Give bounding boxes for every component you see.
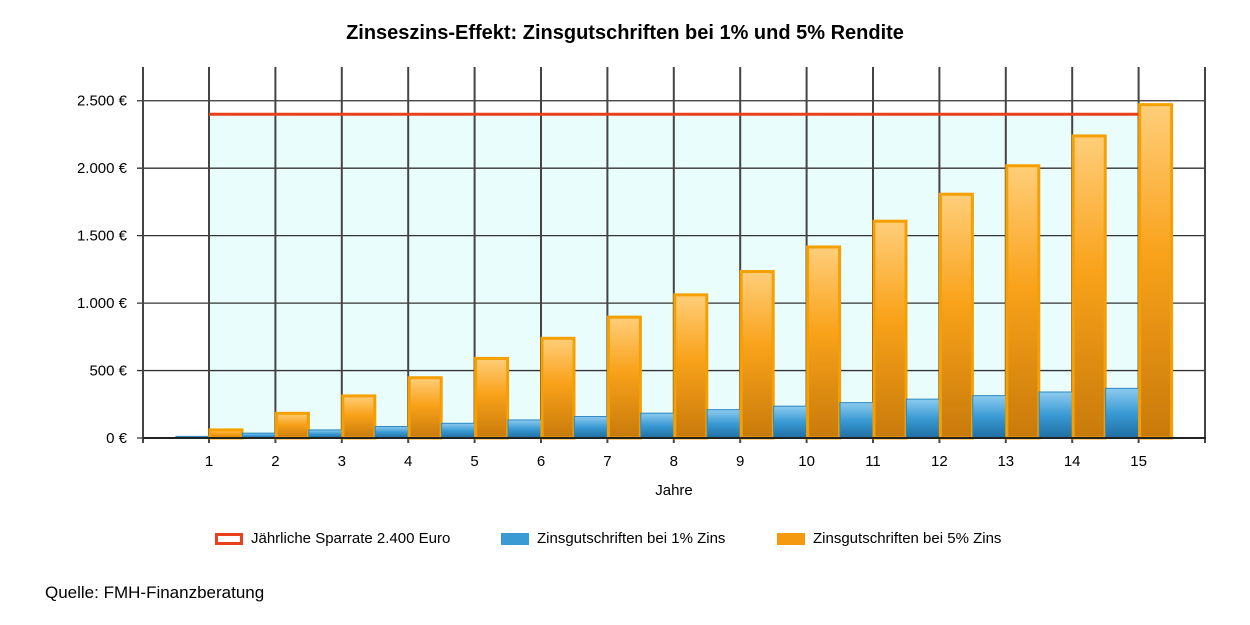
bar-1pct — [905, 398, 940, 439]
bar-1pct — [441, 422, 476, 439]
bar-5pct — [739, 270, 775, 440]
bar-5pct — [274, 411, 310, 440]
x-tick-label: 4 — [404, 453, 412, 470]
legend-swatch-line — [215, 532, 243, 545]
legend-swatch-orange — [777, 532, 805, 545]
y-tick-label: 2.000 € — [77, 160, 128, 177]
bar-1pct — [374, 426, 409, 439]
legend-label: Zinsgutschriften bei 1% Zins — [537, 530, 726, 547]
x-tick-label: 12 — [931, 453, 948, 470]
bar-1pct — [308, 429, 343, 439]
legend-item-savings-rate: Jährliche Sparrate 2.400 Euro — [215, 530, 450, 547]
x-axis-label: Jahre — [655, 482, 693, 499]
bar-5pct — [673, 293, 709, 440]
y-tick-label: 500 € — [89, 363, 127, 380]
legend-item-1pct: Zinsgutschriften bei 1% Zins — [501, 530, 725, 547]
legend-item-5pct: Zinsgutschriften bei 5% Zins — [777, 530, 1001, 547]
bar-1pct — [773, 405, 808, 439]
x-tick-label: 5 — [470, 453, 478, 470]
source-note: Quelle: FMH-Finanzberatung — [45, 583, 265, 602]
bar-5pct — [341, 394, 377, 440]
x-tick-label: 11 — [865, 453, 881, 470]
x-tick-label: 6 — [537, 453, 545, 470]
y-tick-label: 0 € — [106, 430, 128, 447]
x-tick-label: 10 — [798, 453, 815, 470]
x-tick-label: 14 — [1064, 453, 1081, 470]
bar-1pct — [1105, 387, 1140, 439]
bar-5pct — [872, 219, 908, 440]
bar-1pct — [1038, 391, 1073, 439]
bar-5pct — [1138, 103, 1174, 440]
legend: Jährliche Sparrate 2.400 Euro Zinsgutsch… — [0, 530, 1250, 552]
bar-5pct — [806, 245, 842, 440]
y-tick-label: 2.500 € — [77, 93, 128, 110]
bar-5pct — [208, 428, 244, 440]
bar-5pct — [1071, 134, 1107, 440]
chart-title: Zinseszins-Effekt: Zinsgutschriften bei … — [346, 22, 904, 44]
bar-5pct — [1005, 164, 1041, 440]
bar-5pct — [606, 315, 642, 440]
bar-1pct — [573, 416, 608, 439]
bar-5pct — [474, 356, 510, 440]
legend-swatch-blue — [501, 532, 529, 545]
x-tick-label: 2 — [271, 453, 279, 470]
x-tick-label: 7 — [603, 453, 611, 470]
bar-5pct — [938, 192, 974, 440]
x-tick-label: 8 — [670, 453, 678, 470]
bar-5pct — [407, 376, 443, 440]
bar-1pct — [507, 419, 542, 439]
legend-label: Jährliche Sparrate 2.400 Euro — [251, 530, 451, 547]
x-tick-label: 13 — [997, 453, 1014, 470]
x-tick-label: 9 — [736, 453, 744, 470]
tick-labels: 0 €500 €1.000 €1.500 €2.000 €2.500 €1 2 3 4… — [77, 93, 1147, 499]
y-tick-label: 1.000 € — [77, 295, 128, 312]
x-tick-label: 3 — [338, 453, 346, 470]
bar-1pct — [640, 412, 675, 439]
bar-1pct — [706, 409, 741, 439]
x-tick-label: 15 — [1130, 453, 1147, 470]
y-tick-label: 1.500 € — [77, 228, 128, 245]
x-tick-label: 1 — [205, 453, 213, 470]
bar-1pct — [839, 402, 874, 439]
bar-5pct — [540, 336, 576, 440]
bar-1pct — [972, 395, 1007, 439]
legend-label: Zinsgutschriften bei 5% Zins — [813, 530, 1002, 547]
